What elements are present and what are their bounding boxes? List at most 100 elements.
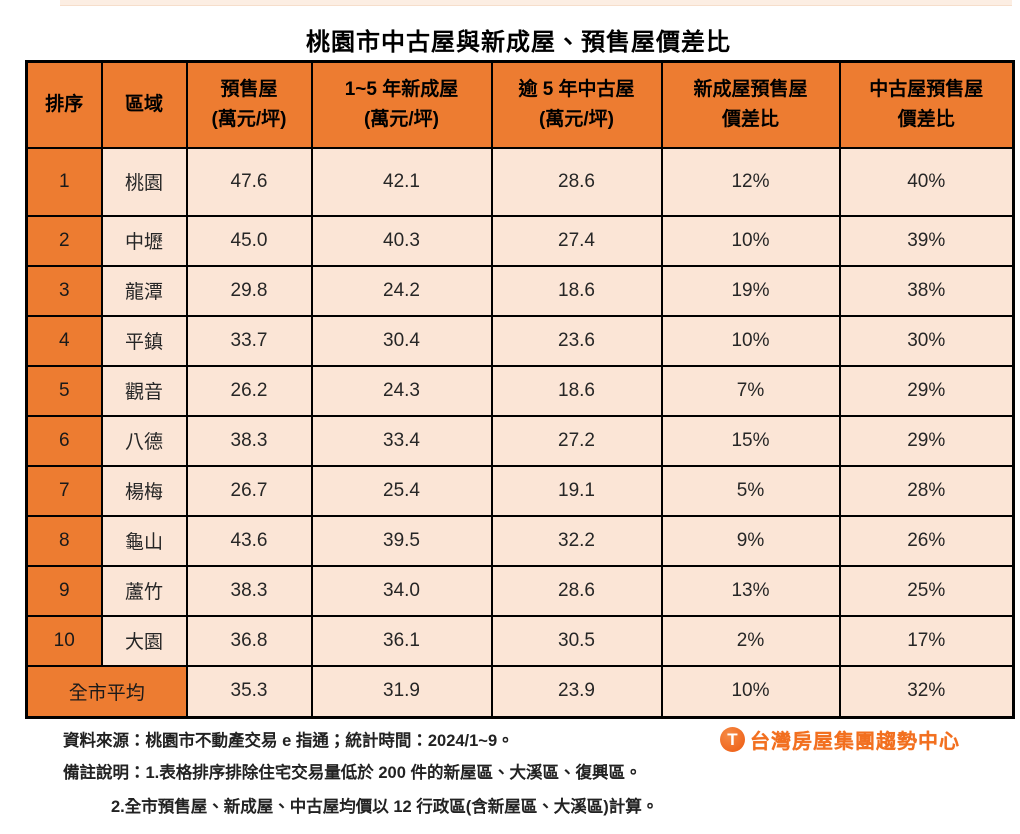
value-cell: 28.6 xyxy=(490,146,663,217)
value-cell: 7% xyxy=(660,364,841,417)
value-cell: 32.2 xyxy=(490,514,663,567)
value-cell: 34.0 xyxy=(310,564,493,617)
rank-cell: 10 xyxy=(25,614,103,667)
district-cell: 蘆竹 xyxy=(100,564,188,617)
brand-logo: T 台灣房屋集團趨勢中心 xyxy=(720,725,960,754)
value-cell: 5% xyxy=(660,464,841,517)
value-cell: 26.2 xyxy=(185,364,313,417)
footer: 資料來源：桃園市不動產交易 e 指通；統計時間：2024/1~9。 T 台灣房屋… xyxy=(25,722,1012,824)
table-row: 5 觀音 26.2 24.3 18.6 7% 29% xyxy=(25,364,1015,417)
value-cell: 26.7 xyxy=(185,464,313,517)
table-row: 8 龜山 43.6 39.5 32.2 9% 26% xyxy=(25,514,1015,567)
summary-value-cell: 35.3 xyxy=(185,664,313,719)
district-cell: 平鎮 xyxy=(100,314,188,367)
value-cell: 24.3 xyxy=(310,364,493,417)
value-cell: 29.8 xyxy=(185,264,313,317)
value-cell: 10% xyxy=(660,314,841,367)
district-cell: 八德 xyxy=(100,414,188,467)
value-cell: 39% xyxy=(838,214,1015,267)
top-edge-strip xyxy=(60,0,1012,6)
value-cell: 47.6 xyxy=(185,146,313,217)
value-cell: 43.6 xyxy=(185,514,313,567)
value-cell: 19% xyxy=(660,264,841,317)
value-cell: 19.1 xyxy=(490,464,663,517)
value-cell: 26% xyxy=(838,514,1015,567)
value-cell: 36.8 xyxy=(185,614,313,667)
summary-row: 全市平均 35.3 31.9 23.9 10% 32% xyxy=(25,664,1015,719)
value-cell: 12% xyxy=(660,146,841,217)
rank-cell: 6 xyxy=(25,414,103,467)
brand-logo-text: 台灣房屋集團趨勢中心 xyxy=(750,730,960,753)
remark-note-1: 備註說明：1.表格排序排除住宅交易量低於 200 件的新屋區、大溪區、復興區。 xyxy=(63,764,642,782)
value-cell: 29% xyxy=(838,364,1015,417)
column-header: 逾 5 年中古屋 (萬元/坪) xyxy=(490,60,663,149)
value-cell: 45.0 xyxy=(185,214,313,267)
summary-value-cell: 10% xyxy=(660,664,841,719)
district-cell: 觀音 xyxy=(100,364,188,417)
value-cell: 2% xyxy=(660,614,841,667)
value-cell: 40.3 xyxy=(310,214,493,267)
page-title: 桃園市中古屋與新成屋、預售屋價差比 xyxy=(306,29,731,56)
rank-cell: 4 xyxy=(25,314,103,367)
value-cell: 29% xyxy=(838,414,1015,467)
value-cell: 27.4 xyxy=(490,214,663,267)
value-cell: 18.6 xyxy=(490,364,663,417)
table-row: 6 八德 38.3 33.4 27.2 15% 29% xyxy=(25,414,1015,467)
table-body: 1 桃園 47.6 42.1 28.6 12% 40% 2 中壢 45.0 40.3 27.4 10% 3… xyxy=(25,146,1015,719)
district-cell: 楊梅 xyxy=(100,464,188,517)
table-row: 10 大園 36.8 36.1 30.5 2% 17% xyxy=(25,614,1015,667)
value-cell: 42.1 xyxy=(310,146,493,217)
value-cell: 28% xyxy=(838,464,1015,517)
value-cell: 36.1 xyxy=(310,614,493,667)
table-header: 排序 區域 預售屋 (萬元/坪) 1~5 年新成屋 (萬元/坪) 逾 5 年中古屋 (萬元/坪… xyxy=(25,60,1015,149)
rank-cell: 9 xyxy=(25,564,103,617)
data-source-note: 資料來源：桃園市不動產交易 e 指通；統計時間：2024/1~9。 xyxy=(63,732,514,750)
value-cell: 27.2 xyxy=(490,414,663,467)
rank-cell: 2 xyxy=(25,214,103,267)
rank-cell: 8 xyxy=(25,514,103,567)
column-header: 中古屋預售屋 價差比 xyxy=(838,60,1015,149)
rank-cell: 3 xyxy=(25,264,103,317)
value-cell: 38% xyxy=(838,264,1015,317)
value-cell: 40% xyxy=(838,146,1015,217)
rank-cell: 1 xyxy=(25,146,103,217)
value-cell: 17% xyxy=(838,614,1015,667)
value-cell: 30.4 xyxy=(310,314,493,367)
header-row: 排序 區域 預售屋 (萬元/坪) 1~5 年新成屋 (萬元/坪) 逾 5 年中古屋 (萬元/坪… xyxy=(25,60,1015,149)
value-cell: 24.2 xyxy=(310,264,493,317)
value-cell: 39.5 xyxy=(310,514,493,567)
summary-value-cell: 32% xyxy=(838,664,1015,719)
value-cell: 13% xyxy=(660,564,841,617)
value-cell: 10% xyxy=(660,214,841,267)
value-cell: 9% xyxy=(660,514,841,567)
column-header: 新成屋預售屋 價差比 xyxy=(660,60,841,149)
summary-value-cell: 31.9 xyxy=(310,664,493,719)
value-cell: 25% xyxy=(838,564,1015,617)
column-header: 1~5 年新成屋 (萬元/坪) xyxy=(310,60,493,149)
table-row: 9 蘆竹 38.3 34.0 28.6 13% 25% xyxy=(25,564,1015,617)
remark-note-2: 2.全市預售屋、新成屋、中古屋均價以 12 行政區(含新屋區、大溪區)計算。 xyxy=(111,798,659,816)
value-cell: 18.6 xyxy=(490,264,663,317)
table-row: 3 龍潭 29.8 24.2 18.6 19% 38% xyxy=(25,264,1015,317)
district-cell: 龍潭 xyxy=(100,264,188,317)
value-cell: 28.6 xyxy=(490,564,663,617)
district-cell: 龜山 xyxy=(100,514,188,567)
rank-cell: 7 xyxy=(25,464,103,517)
column-header: 預售屋 (萬元/坪) xyxy=(185,60,313,149)
column-header: 排序 xyxy=(25,60,103,149)
district-cell: 中壢 xyxy=(100,214,188,267)
value-cell: 25.4 xyxy=(310,464,493,517)
summary-value-cell: 23.9 xyxy=(490,664,663,719)
price-comparison-table: 排序 區域 預售屋 (萬元/坪) 1~5 年新成屋 (萬元/坪) 逾 5 年中古屋 (萬元/坪… xyxy=(25,60,1015,719)
value-cell: 30% xyxy=(838,314,1015,367)
district-cell: 桃園 xyxy=(100,146,188,217)
column-header: 區域 xyxy=(100,60,188,149)
taiwan-housing-logo-icon: T xyxy=(720,726,745,752)
summary-label-cell: 全市平均 xyxy=(25,664,188,719)
table-row: 2 中壢 45.0 40.3 27.4 10% 39% xyxy=(25,214,1015,267)
value-cell: 33.7 xyxy=(185,314,313,367)
value-cell: 30.5 xyxy=(490,614,663,667)
value-cell: 15% xyxy=(660,414,841,467)
value-cell: 38.3 xyxy=(185,414,313,467)
table-row: 4 平鎮 33.7 30.4 23.6 10% 30% xyxy=(25,314,1015,367)
